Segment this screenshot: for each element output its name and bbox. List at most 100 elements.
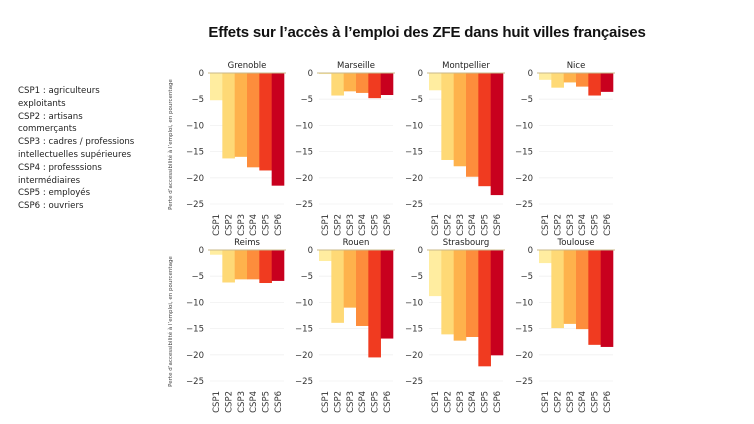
x-tick-label: CSP5	[481, 391, 491, 413]
x-tick-label: CSP5	[262, 391, 272, 413]
panel-title: Marseille	[337, 61, 375, 71]
legend-line: intellectuelles supérieures	[18, 149, 132, 160]
bar-csp6	[380, 250, 394, 339]
x-tick-label: CSP5	[481, 214, 491, 236]
legend-line: intermédiaires	[18, 175, 81, 186]
y-tick-label: −20	[295, 174, 313, 184]
bar-csp4	[356, 250, 369, 326]
bar-csp4	[466, 250, 479, 337]
bar-csp6	[380, 73, 394, 96]
x-tick-label: CSP6	[274, 214, 284, 236]
x-tick-label: CSP6	[493, 391, 503, 413]
x-tick-label: CSP5	[371, 391, 381, 413]
panel-rouen: 0 −5 −10 −15 −20 −25 Rouen CSP1 CSP2 CSP3 CSP4 CSP5…	[295, 238, 395, 413]
legend-line: exploitants	[18, 98, 66, 109]
y-axis-label: Perte d’accessibilité à l’emploi, en pou…	[167, 256, 174, 387]
x-tick-label: CSP3	[566, 214, 576, 236]
bar-csp2	[441, 73, 454, 160]
bar-csp4	[247, 250, 260, 280]
x-tick-label: CSP4	[468, 214, 478, 236]
bar-csp5	[368, 250, 381, 358]
x-tick-label: CSP1	[212, 391, 222, 413]
chart-title: Effets sur l’accès à l’emploi des ZFE da…	[208, 24, 646, 41]
bar-csp1	[539, 73, 552, 80]
y-tick-label: −5	[520, 95, 533, 105]
panel-title: Nice	[567, 61, 586, 71]
legend-line: CSP5 : employés	[18, 188, 91, 199]
panel-nice: 0 −5 −10 −15 −20 −25 Nice CSP1 CSP2 CSP3 CSP4 CSP5 C…	[515, 61, 615, 236]
y-tick-label: −15	[405, 148, 423, 158]
x-tick-label: CSP4	[249, 214, 259, 236]
y-tick-label: −20	[186, 174, 204, 184]
bar-csp3	[453, 73, 467, 167]
y-tick-label: −10	[186, 298, 204, 308]
x-tick-label: CSP3	[346, 391, 356, 413]
bar-csp1	[429, 73, 442, 91]
legend-line: CSP6 : ouvriers	[18, 201, 84, 212]
bar-csp2	[441, 250, 454, 335]
y-axis-label: Perte d’accessibilité à l’emploi, en pou…	[167, 79, 174, 210]
y-tick-label: −5	[410, 272, 423, 282]
x-tick-label: CSP6	[383, 214, 393, 236]
x-tick-label: CSP4	[578, 391, 588, 413]
y-tick-label: 0	[528, 69, 533, 79]
panel-reims: 0 −5 −10 −15 −20 −25 Reims CSP1 CSP2 CSP3 CSP4 CSP5…	[186, 238, 286, 413]
x-tick-label: CSP6	[603, 391, 613, 413]
y-tick-label: −10	[186, 121, 204, 131]
panel-title: Rouen	[343, 238, 370, 248]
x-tick-label: CSP2	[444, 391, 454, 413]
y-tick-label: −5	[300, 272, 313, 282]
x-tick-label: CSP1	[321, 214, 331, 236]
bar-csp5	[588, 73, 601, 96]
y-tick-label: −20	[515, 351, 533, 361]
bar-csp3	[234, 250, 248, 280]
bar-csp6	[271, 73, 285, 186]
y-tick-label: −20	[405, 174, 423, 184]
y-tick-label: −25	[515, 200, 533, 210]
y-tick-label: −5	[300, 95, 313, 105]
y-tick-label: −15	[295, 148, 313, 158]
bar-csp4	[576, 250, 589, 330]
legend-line: CSP3 : cadres / professions	[18, 137, 135, 148]
y-tick-label: −10	[515, 121, 533, 131]
y-tick-label: −25	[186, 377, 204, 387]
x-tick-label: CSP4	[358, 214, 368, 236]
y-tick-label: −10	[295, 121, 313, 131]
panel-title: Reims	[234, 238, 260, 248]
y-tick-label: 0	[308, 69, 313, 79]
bar-csp4	[466, 73, 479, 177]
x-tick-label: CSP3	[566, 391, 576, 413]
x-tick-label: CSP2	[444, 214, 454, 236]
csp-legend: CSP1 : agriculteurs exploitants CSP2 : a…	[18, 85, 168, 213]
bar-csp2	[331, 250, 344, 323]
y-tick-label: −20	[405, 351, 423, 361]
y-tick-label: −5	[410, 95, 423, 105]
x-tick-label: CSP3	[237, 214, 247, 236]
y-tick-label: 0	[418, 246, 423, 256]
panel-title: Grenoble	[228, 61, 267, 71]
bar-csp3	[563, 250, 577, 324]
y-tick-label: −5	[191, 272, 204, 282]
x-tick-label: CSP2	[225, 214, 235, 236]
y-tick-label: −25	[295, 377, 313, 387]
bar-csp5	[368, 73, 381, 99]
bar-csp5	[478, 73, 491, 187]
bar-csp6	[600, 73, 614, 92]
x-tick-label: CSP2	[225, 391, 235, 413]
bar-csp2	[331, 73, 344, 96]
bar-csp3	[343, 73, 357, 92]
bar-csp6	[490, 73, 504, 196]
x-tick-label: CSP4	[578, 214, 588, 236]
legend-line: CSP2 : artisans	[18, 111, 83, 122]
y-tick-label: −20	[295, 351, 313, 361]
y-tick-label: −5	[191, 95, 204, 105]
legend-line: commerçants	[18, 124, 77, 135]
x-tick-label: CSP4	[468, 391, 478, 413]
y-tick-label: −10	[405, 121, 423, 131]
y-tick-label: −10	[515, 298, 533, 308]
x-tick-label: CSP6	[493, 214, 503, 236]
